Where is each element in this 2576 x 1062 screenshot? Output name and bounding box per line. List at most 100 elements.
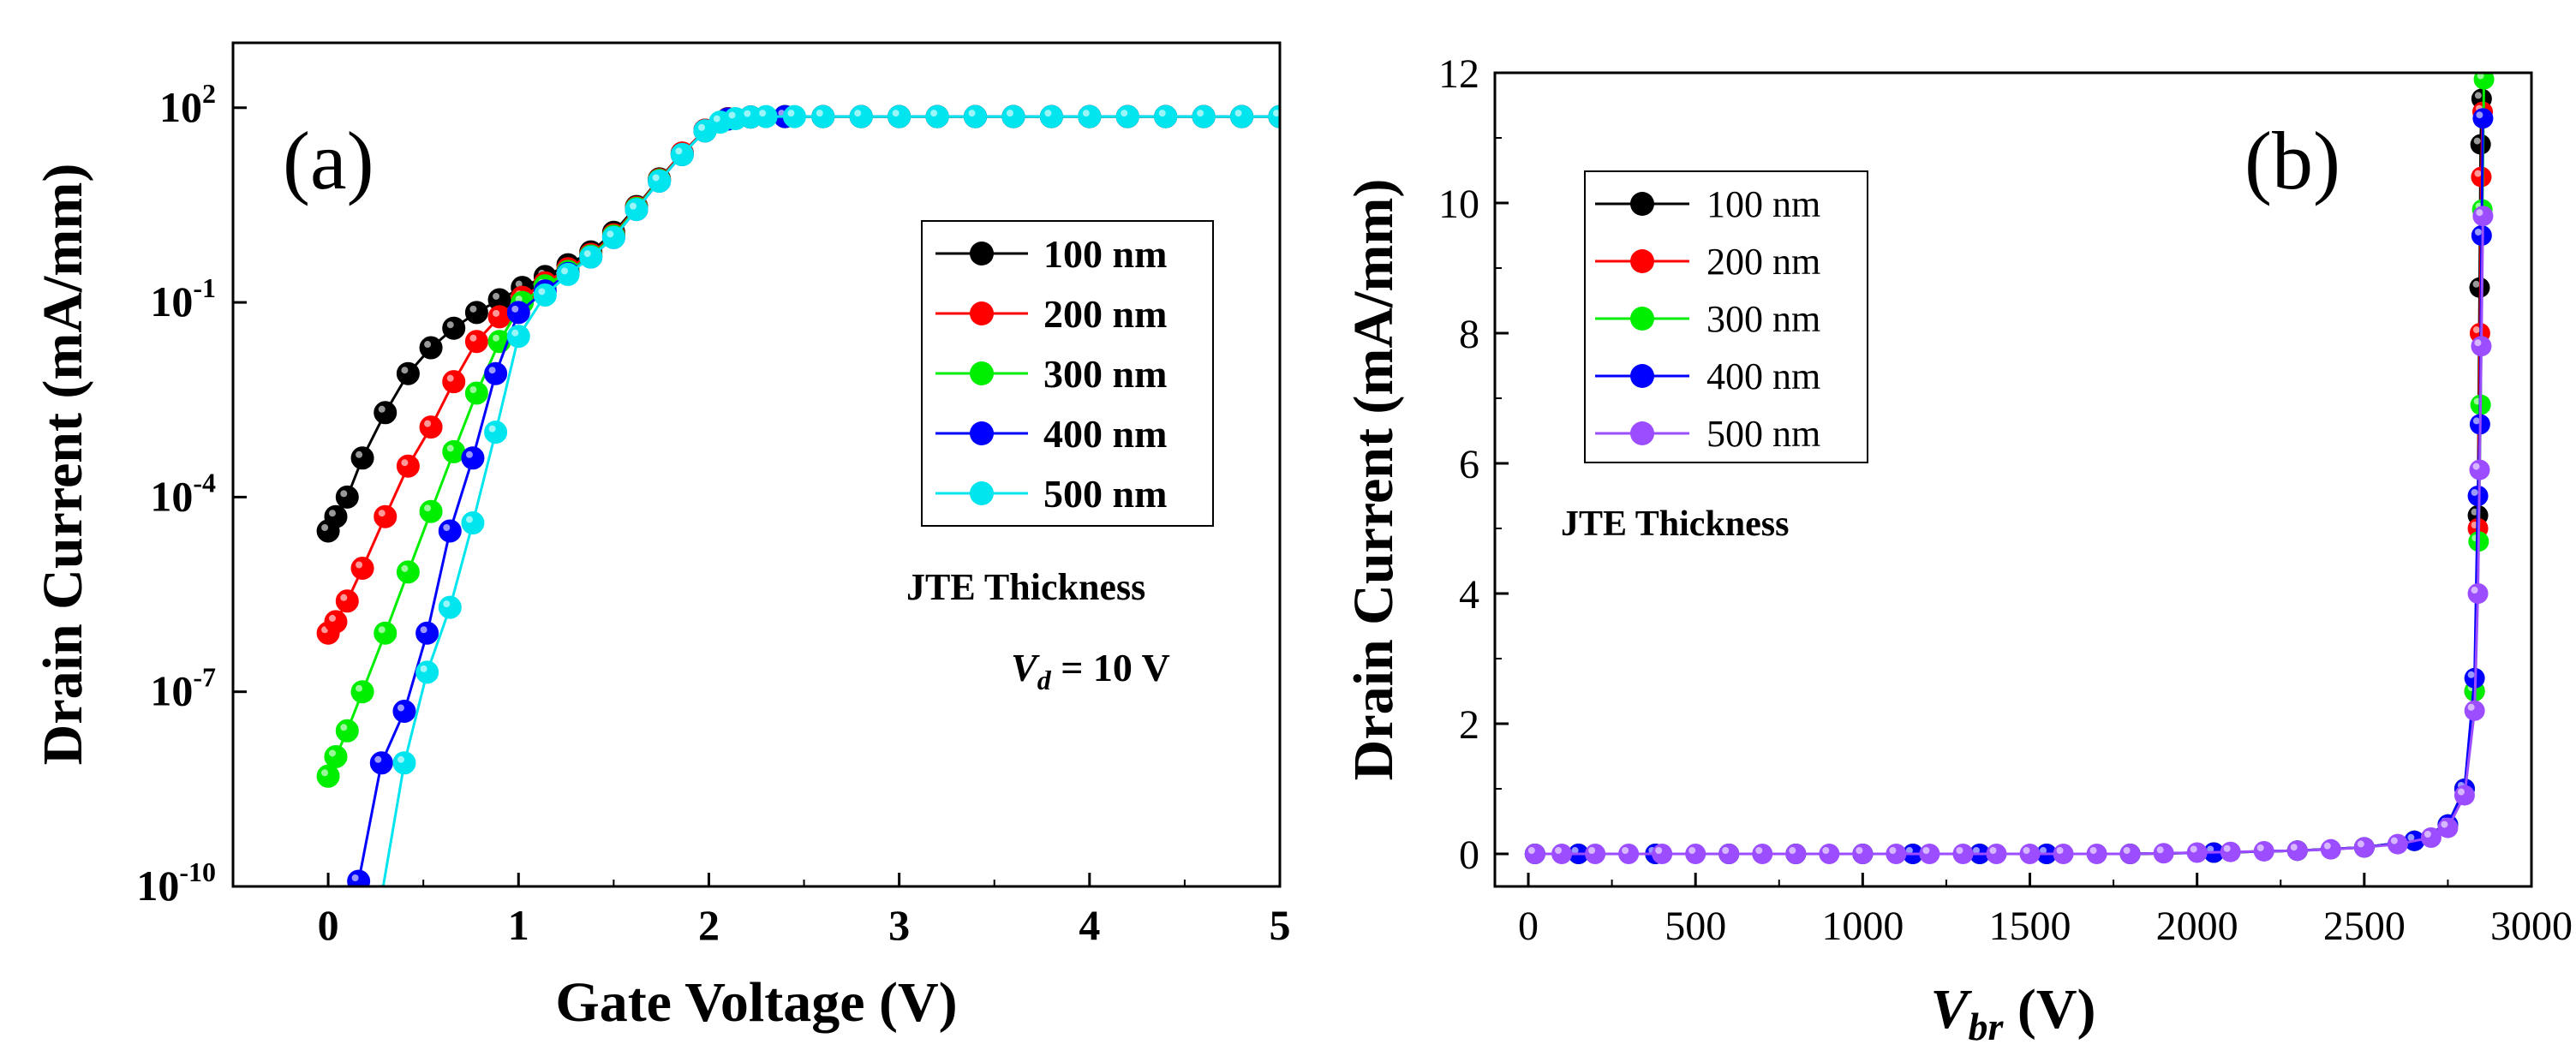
chart-b-point-highlight — [2474, 170, 2482, 177]
chart-b-point — [2086, 844, 2107, 864]
chart-a-point-highlight — [356, 561, 363, 569]
chart-a-point-highlight — [930, 110, 938, 117]
chart-a-point — [347, 869, 371, 886]
chart-a-point-highlight — [469, 305, 477, 313]
chart-b-xlabel-rest: (V) — [2003, 978, 2095, 1041]
chart-a-ytick-label-3: 10-1 — [150, 272, 216, 325]
chart-b-point-highlight — [1905, 847, 1913, 854]
chart-a-point-highlight — [424, 504, 432, 512]
chart-a-point-highlight — [607, 230, 614, 238]
chart-b-xtick-label-5: 2500 — [2323, 904, 2406, 949]
chart-b-point-highlight — [1655, 847, 1663, 854]
chart-a-point — [464, 381, 488, 405]
chart-a-point-highlight — [744, 110, 751, 117]
chart-b-point-highlight — [2474, 92, 2482, 99]
chart-b-point-highlight — [2223, 844, 2231, 852]
chart-b-point-highlight — [1889, 847, 1897, 854]
chart-a-point — [375, 885, 387, 886]
chart-a-point — [415, 660, 439, 684]
chart-b-point-highlight — [1972, 847, 1980, 854]
chart-b-point-highlight — [2357, 840, 2364, 848]
chart-a-point — [419, 415, 443, 439]
chart-a-legend-title: JTE Thickness — [906, 566, 1145, 608]
chart-b-legend-marker-0 — [1630, 192, 1654, 216]
chart-b-xtick-label-3: 1500 — [1989, 904, 2071, 949]
chart-b-ytick-label-4: 8 — [1459, 312, 1479, 357]
chart-a-ytick-label-4: 102 — [159, 78, 216, 131]
chart-a-point-highlight — [401, 459, 409, 467]
chart-a-point — [625, 198, 648, 222]
chart-b-point — [2471, 336, 2492, 357]
chart-b-point — [2119, 844, 2141, 864]
chart-a-point-highlight — [397, 704, 404, 712]
chart-a-point — [754, 104, 778, 128]
chart-b-legend-label-4: 500 nm — [1706, 413, 1820, 455]
chart-a-point-highlight — [1044, 110, 1052, 117]
chart-b-point — [1524, 844, 1545, 864]
chart-a-point — [579, 245, 603, 269]
chart-a-point — [1078, 104, 1102, 128]
chart-a-point — [556, 262, 580, 286]
chart-b-point-highlight — [2472, 462, 2480, 470]
chart-a-point-highlight — [515, 280, 523, 288]
chart-b-point-highlight — [2476, 111, 2483, 119]
chart-b-panel-label: (b) — [2244, 115, 2340, 206]
chart-a-ytick-base-3: 10 — [150, 277, 193, 325]
chart-b-xtick-label-0: 0 — [1518, 904, 1539, 949]
chart-a-point-highlight — [854, 110, 862, 117]
chart-a-point-highlight — [424, 420, 432, 427]
chart-b-point — [2019, 844, 2041, 864]
chart-b-point-highlight — [1989, 847, 1997, 854]
chart-b-point-highlight — [2207, 845, 2214, 853]
chart-b-point — [2464, 700, 2485, 721]
chart-a-point-highlight — [378, 626, 386, 634]
chart-a-point-highlight — [465, 516, 473, 523]
chart-a-point-highlight — [515, 295, 523, 303]
chart-a-point-highlight — [1273, 110, 1280, 117]
chart-b-legend-label-3: 400 nm — [1706, 355, 1820, 397]
chart-a-panel-label: (a) — [283, 115, 374, 206]
chart-b-point-highlight — [2156, 846, 2164, 854]
chart-a-point-highlight — [397, 755, 404, 763]
chart-a-point — [1001, 104, 1025, 128]
chart-a-point-highlight — [698, 123, 706, 131]
chart-a-legend-marker-1 — [970, 301, 994, 325]
chart-b-ytick-label-5: 10 — [1438, 182, 1479, 227]
chart-b-point — [1685, 844, 1706, 864]
chart-a-point-highlight — [892, 110, 900, 117]
chart-b-point-highlight — [1922, 847, 1930, 854]
chart-a-point — [438, 519, 462, 543]
chart-b-point-highlight — [2473, 137, 2481, 145]
chart-a-ytick-exp-4: 2 — [202, 78, 216, 109]
chart-a-point-highlight — [1197, 110, 1204, 117]
chart-a-point-highlight — [1006, 110, 1013, 117]
chart-b-legend-marker-1 — [1630, 249, 1654, 273]
chart-a-point-highlight — [340, 490, 348, 498]
chart-a-point-highlight — [630, 202, 637, 210]
chart-b-point — [2253, 840, 2274, 862]
chart-a-point-highlight — [561, 267, 569, 275]
chart-b-point-highlight — [1555, 847, 1563, 854]
chart-b-plot-area — [1524, 73, 2495, 864]
chart-a-point-highlight — [583, 250, 591, 258]
chart-a-legend-marker-3 — [970, 421, 994, 445]
chart-a-point-highlight — [328, 614, 336, 622]
chart-a-point-highlight — [1158, 110, 1166, 117]
chart-a-point — [335, 589, 359, 613]
chart-a-point — [316, 764, 340, 788]
chart-a-legend-label-0: 100 nm — [1043, 232, 1167, 276]
chart-b-point-highlight — [1571, 847, 1579, 854]
chart-b-frame — [1493, 71, 2533, 888]
chart-a-point-highlight — [374, 890, 381, 897]
chart-b-point — [1852, 844, 1874, 864]
chart-a-point-highlight — [420, 626, 427, 634]
chart-a-point-highlight — [968, 110, 976, 117]
chart-a-point-highlight — [493, 334, 500, 342]
chart-a-point-highlight — [374, 755, 382, 763]
chart-a-point-highlight — [321, 524, 329, 532]
chart-b-point — [2286, 840, 2308, 862]
chart-a-point — [1154, 104, 1178, 128]
chart-b-xlabel: Vbr (V) — [1930, 978, 2095, 1048]
chart-b-point-highlight — [2441, 820, 2448, 828]
